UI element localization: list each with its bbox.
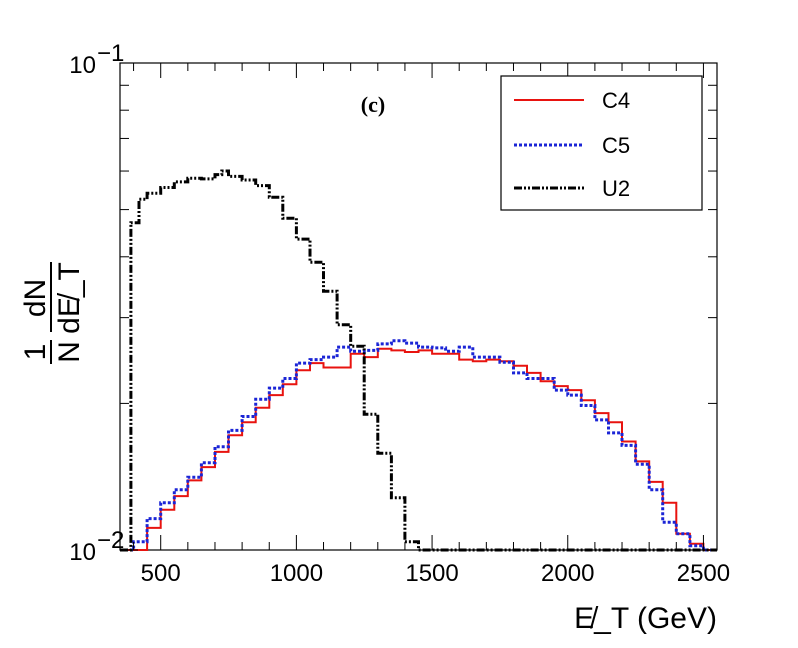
curves xyxy=(120,169,717,552)
y-tick-label: 10 xyxy=(69,539,96,566)
series-line-c4 xyxy=(120,347,717,551)
y-tick-exponent: −1 xyxy=(97,40,124,67)
svg-text:dE̸_T: dE̸_T xyxy=(53,262,86,334)
y-axis-title: 1 N dN dE̸_T xyxy=(19,262,86,364)
y-tick-label: 10 xyxy=(69,52,96,79)
legend: C4 C5 U2 xyxy=(500,75,703,211)
series-line-u2 xyxy=(120,169,717,552)
axis-ticks xyxy=(120,62,717,551)
x-axis-title: E̸_T (GeV) xyxy=(574,602,717,635)
x-tick-label-1000: 1000 xyxy=(270,560,323,587)
legend-label-u2: U2 xyxy=(602,176,630,201)
svg-text:1: 1 xyxy=(19,344,52,361)
legend-label-c4: C4 xyxy=(602,88,630,113)
legend-label-c5: C5 xyxy=(602,133,630,158)
y-tick-labels: 10−210−1 xyxy=(69,40,124,566)
svg-text:N: N xyxy=(53,341,86,363)
y-tick-exponent: −2 xyxy=(97,527,124,554)
x-tick-label-1500: 1500 xyxy=(405,560,458,587)
svg-text:E̸_T (GeV): E̸_T (GeV) xyxy=(574,602,717,635)
legend-box xyxy=(500,75,703,211)
annotation-label: (c) xyxy=(361,92,385,117)
x-tick-label-2500: 2500 xyxy=(677,560,730,587)
x-tick-label-500: 500 xyxy=(141,560,181,587)
series-line-c5 xyxy=(120,339,717,552)
plot-frame xyxy=(119,62,718,551)
x-tick-label-2000: 2000 xyxy=(541,560,594,587)
x-tick-labels: 500 1000 1500 2000 2500 xyxy=(141,560,730,587)
svg-text:dN: dN xyxy=(19,279,52,317)
